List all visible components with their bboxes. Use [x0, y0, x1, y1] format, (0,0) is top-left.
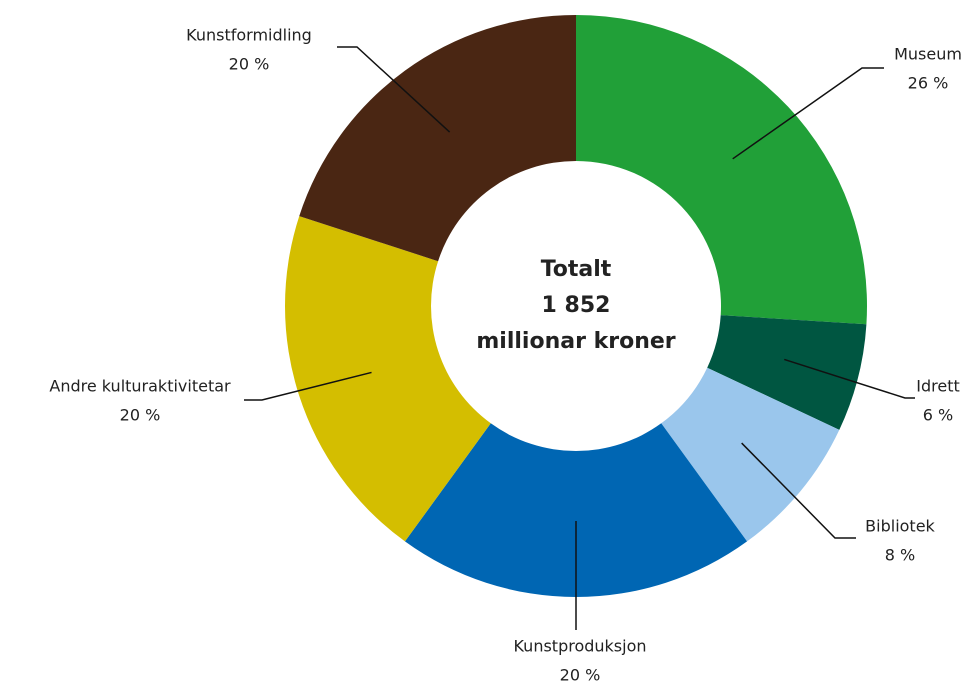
leader-line [741, 442, 856, 539]
slice-label: Museum [894, 45, 962, 64]
slice-value-label: 8 % [885, 546, 915, 565]
slice [707, 315, 867, 430]
slice [404, 423, 748, 597]
leader-line [337, 46, 451, 133]
center-text: millionar kroner [476, 329, 675, 354]
slice-label: Bibliotek [865, 517, 935, 536]
slice-label: Andre kulturaktivitetar [49, 377, 231, 396]
center-text: 1 852 [542, 293, 611, 318]
slice-value-label: 20 % [560, 666, 601, 685]
slice-label: Idrett [916, 377, 960, 396]
slice [661, 367, 840, 542]
slice [576, 15, 867, 325]
slice-label: Kunstformidling [186, 26, 312, 45]
slice [299, 15, 576, 262]
slice [285, 216, 491, 542]
leader-line [244, 371, 372, 401]
slice-value-label: 20 % [120, 406, 161, 425]
slice-value-label: 20 % [229, 55, 270, 74]
slice-value-label: 26 % [908, 74, 949, 93]
center-text: Totalt [541, 257, 612, 282]
slice-label: Kunstproduksjon [513, 637, 646, 656]
leader-line [732, 67, 884, 160]
leader-line [784, 358, 915, 399]
slice-value-label: 6 % [923, 406, 953, 425]
